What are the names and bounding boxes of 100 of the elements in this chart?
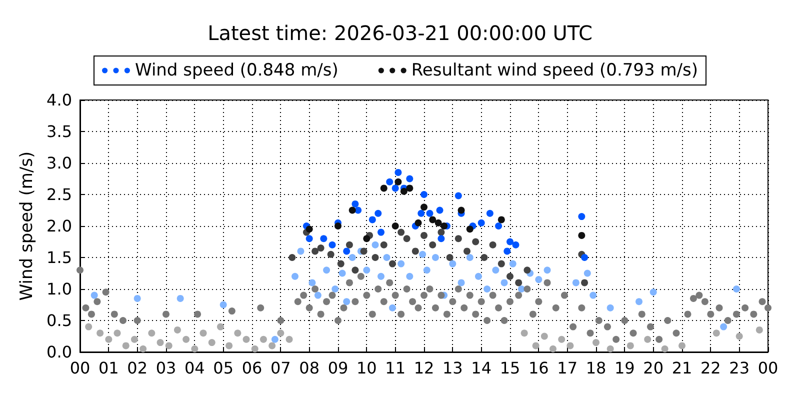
point: [544, 266, 551, 274]
point: [420, 232, 428, 239]
point: [504, 248, 511, 255]
point: [182, 336, 190, 343]
point: [352, 200, 359, 208]
point: [130, 336, 138, 343]
point: [140, 345, 147, 352]
point: [392, 184, 399, 192]
point: [394, 168, 402, 176]
y-tick-label: 0.0: [46, 342, 72, 362]
point: [328, 241, 336, 248]
x-tick-label: 21: [672, 358, 692, 378]
x-tick-label: 22: [700, 358, 721, 378]
point: [454, 235, 462, 242]
point: [314, 292, 322, 299]
x-tick-label: 06: [242, 358, 262, 378]
point: [176, 294, 184, 302]
point: [732, 286, 740, 292]
point: [535, 276, 542, 284]
point: [506, 272, 514, 280]
point: [400, 188, 408, 195]
point: [383, 254, 390, 261]
point: [174, 326, 181, 334]
point: [134, 294, 141, 302]
point: [492, 266, 500, 274]
point: [458, 206, 465, 214]
point: [363, 235, 370, 242]
x-tick-label: 19: [614, 358, 635, 378]
y-tick-label: 0.5: [46, 311, 72, 330]
point: [418, 210, 425, 217]
point: [412, 248, 419, 255]
point: [398, 228, 405, 236]
point: [626, 342, 634, 350]
y-tick-label: 4.0: [46, 90, 72, 110]
point: [156, 339, 164, 346]
point: [446, 254, 454, 261]
point: [524, 266, 531, 274]
point: [288, 254, 296, 261]
point: [506, 238, 514, 246]
point: [242, 336, 250, 343]
legend-label: Resultant wind speed (0.793 m/s): [411, 60, 698, 80]
x-tick-label: 17: [557, 358, 578, 378]
point: [572, 279, 580, 286]
x-tick-label: 10: [356, 358, 377, 378]
point: [374, 210, 382, 217]
point: [423, 266, 430, 274]
point: [251, 345, 258, 352]
point: [360, 248, 368, 255]
point: [472, 238, 480, 246]
point: [581, 254, 588, 261]
point: [297, 248, 304, 255]
x-tick-label: 00: [70, 358, 90, 378]
point: [512, 241, 520, 248]
point: [478, 219, 485, 226]
point: [650, 288, 657, 296]
point: [581, 279, 588, 286]
point: [378, 272, 384, 280]
point: [438, 228, 445, 236]
point: [114, 330, 121, 337]
x-tick-label: 05: [213, 358, 234, 378]
point: [85, 323, 92, 330]
point: [260, 336, 267, 343]
point: [306, 226, 313, 233]
point: [105, 336, 112, 343]
point: [277, 330, 284, 337]
y-tick-label: 2.0: [46, 216, 72, 236]
point: [434, 219, 442, 226]
point: [346, 241, 353, 248]
y-tick-label: 1.0: [46, 280, 72, 298]
x-tick-label: 01: [98, 358, 119, 378]
point: [306, 235, 313, 242]
point: [736, 332, 743, 340]
point: [558, 336, 566, 343]
point: [498, 260, 505, 268]
point: [200, 330, 207, 337]
point: [449, 260, 456, 268]
point: [606, 345, 614, 352]
x-tick-label: 23: [729, 358, 750, 378]
y-tick-label: 1.5: [46, 248, 72, 267]
point: [486, 210, 494, 217]
point: [592, 339, 600, 346]
point: [398, 260, 405, 268]
point: [337, 260, 344, 268]
point: [678, 342, 686, 350]
point: [327, 250, 334, 258]
x-tick-label: 12: [414, 358, 434, 378]
point: [489, 241, 496, 248]
point: [403, 235, 410, 242]
point: [226, 342, 233, 350]
point: [271, 336, 278, 343]
point: [338, 270, 346, 277]
point: [661, 345, 668, 352]
point: [440, 222, 448, 230]
x-tick-label: 14: [471, 358, 492, 378]
point: [520, 330, 528, 337]
point: [606, 304, 614, 312]
point: [432, 254, 439, 261]
point: [317, 244, 324, 252]
x-tick-label: 00: [758, 358, 778, 378]
point: [334, 222, 342, 230]
